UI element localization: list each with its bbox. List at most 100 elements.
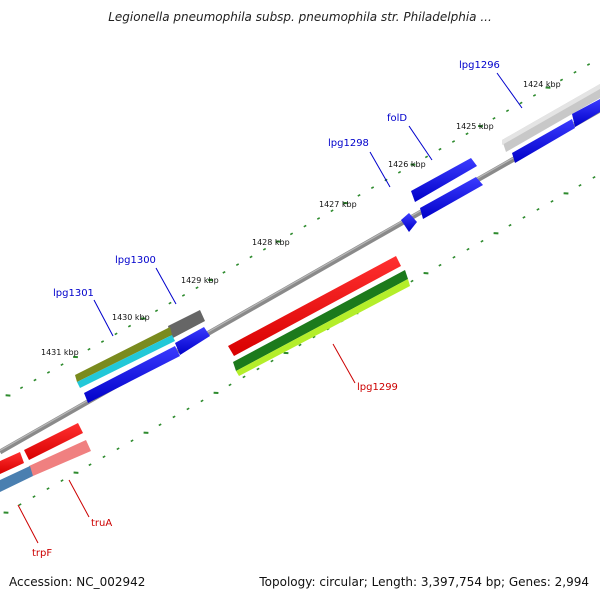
gene-lpg1300-gray — [168, 310, 205, 339]
gene-lpg1297-feature — [420, 177, 483, 219]
gene-label-lpg1298[interactable]: lpg1298 — [328, 138, 369, 149]
callout-line — [68, 479, 90, 518]
tick-mark — [451, 140, 456, 143]
tick-mark — [102, 455, 106, 459]
gene-label-lpg1301[interactable]: lpg1301 — [53, 288, 94, 299]
tick-mark — [573, 70, 577, 74]
tick-label: 1427 kbp — [319, 200, 357, 209]
tick-label: 1430 kbp — [112, 313, 150, 322]
tick-mark — [33, 378, 37, 382]
tick-mark — [586, 63, 591, 66]
gene-lpg1299-green-dark — [233, 270, 408, 371]
callout-line — [408, 125, 433, 161]
genome-title: Legionella pneumophila subsp. pneumophil… — [108, 10, 492, 24]
tick-mark — [559, 78, 564, 82]
gene-label-truA[interactable]: truA — [91, 518, 112, 529]
tick-mark — [522, 215, 526, 219]
tick-mark — [46, 487, 50, 491]
tick-mark — [465, 132, 469, 136]
gene-truA-pale — [29, 440, 91, 476]
tick-label: 1428 kbp — [252, 238, 290, 247]
callout-line — [332, 343, 356, 384]
tick-labels: 1424 kbp 1425 kbp 1426 kbp 1427 kbp 1428… — [41, 80, 561, 357]
tick-mark — [330, 209, 334, 213]
tick-mark — [18, 503, 22, 506]
tick-mark — [60, 479, 64, 483]
gene-lpg1298-feature — [401, 213, 417, 232]
tick-mark — [316, 217, 321, 220]
callout-line — [17, 504, 39, 544]
tick-mark — [46, 370, 51, 374]
tick-label: 1425 kbp — [456, 122, 494, 131]
tick-mark — [154, 309, 159, 313]
tick-mark — [200, 399, 204, 403]
tick-mark — [100, 340, 105, 343]
gene-lpg1301-feature — [84, 346, 180, 403]
genome-summary: Topology: circular; Length: 3,397,754 bp… — [259, 575, 589, 589]
tick-mark — [410, 279, 414, 283]
gene-lpg1300-block[interactable] — [168, 310, 210, 355]
tick-mark — [289, 232, 294, 236]
tick-mark — [186, 407, 190, 411]
gene-trpF-block[interactable] — [0, 452, 33, 492]
tick-mark — [312, 335, 316, 339]
tick-mark — [508, 223, 512, 227]
inner-tick-track — [3, 176, 596, 514]
gene-truA-block[interactable] — [24, 423, 91, 476]
tick-mark — [492, 117, 496, 120]
tick-mark — [87, 347, 91, 351]
tick-mark — [127, 324, 132, 328]
callout-line — [155, 267, 177, 305]
gene-label-lpg1299[interactable]: lpg1299 — [357, 382, 398, 393]
gene-label-lpg1300[interactable]: lpg1300 — [115, 255, 156, 266]
tick-mark — [32, 495, 36, 498]
gene-lpg1299-feature — [228, 256, 401, 356]
tick-mark — [249, 255, 253, 259]
tick-mark — [452, 255, 456, 259]
tick-mark — [228, 383, 232, 387]
tick-mark — [519, 101, 523, 105]
tick-mark — [438, 147, 442, 151]
tick-mark — [298, 343, 302, 347]
tick-mark — [114, 332, 118, 336]
tick-mark — [370, 186, 375, 190]
tick-mark — [262, 247, 267, 251]
tick-label: 1424 kbp — [523, 80, 561, 89]
tick-mark — [270, 359, 274, 363]
tick-mark — [60, 363, 64, 367]
tick-mark — [578, 184, 582, 187]
callout-line — [93, 299, 114, 337]
tick-label: 1426 kbp — [388, 160, 426, 169]
tick-mark — [168, 301, 172, 305]
gene-folD-block[interactable] — [401, 158, 483, 232]
callout-line — [496, 72, 523, 109]
tick-mark — [116, 447, 120, 451]
tick-mark — [195, 286, 199, 290]
tick-mark — [480, 239, 484, 243]
gene-lpg1299-green-light — [236, 279, 410, 376]
tick-mark — [532, 93, 537, 97]
callout-line — [369, 151, 391, 188]
tick-mark — [88, 463, 92, 467]
gene-label-folD[interactable]: folD — [387, 113, 407, 124]
gene-trpF-steel — [0, 466, 33, 492]
gene-lpg1296-block[interactable] — [502, 84, 600, 163]
gene-cyan-band — [77, 335, 175, 388]
tick-mark — [256, 367, 260, 371]
gene-lpg1301-block[interactable] — [75, 327, 180, 403]
outer-tick-track — [5, 63, 591, 397]
gene-lpg1299-block[interactable] — [228, 256, 410, 376]
gene-label-lpg1296[interactable]: lpg1296 — [459, 60, 500, 71]
tick-mark — [303, 224, 307, 228]
tick-mark — [550, 199, 554, 203]
tick-mark — [424, 155, 429, 159]
gene-truA-feature — [24, 423, 83, 460]
gene-lpg1296-feature-2 — [572, 99, 600, 127]
tick-mark — [357, 193, 361, 197]
gene-lpg1300-feature — [175, 327, 210, 355]
tick-mark — [438, 263, 442, 267]
gene-label-trpF[interactable]: trpF — [32, 548, 52, 559]
gene-olive-band — [75, 327, 172, 382]
tick-mark — [397, 170, 402, 174]
